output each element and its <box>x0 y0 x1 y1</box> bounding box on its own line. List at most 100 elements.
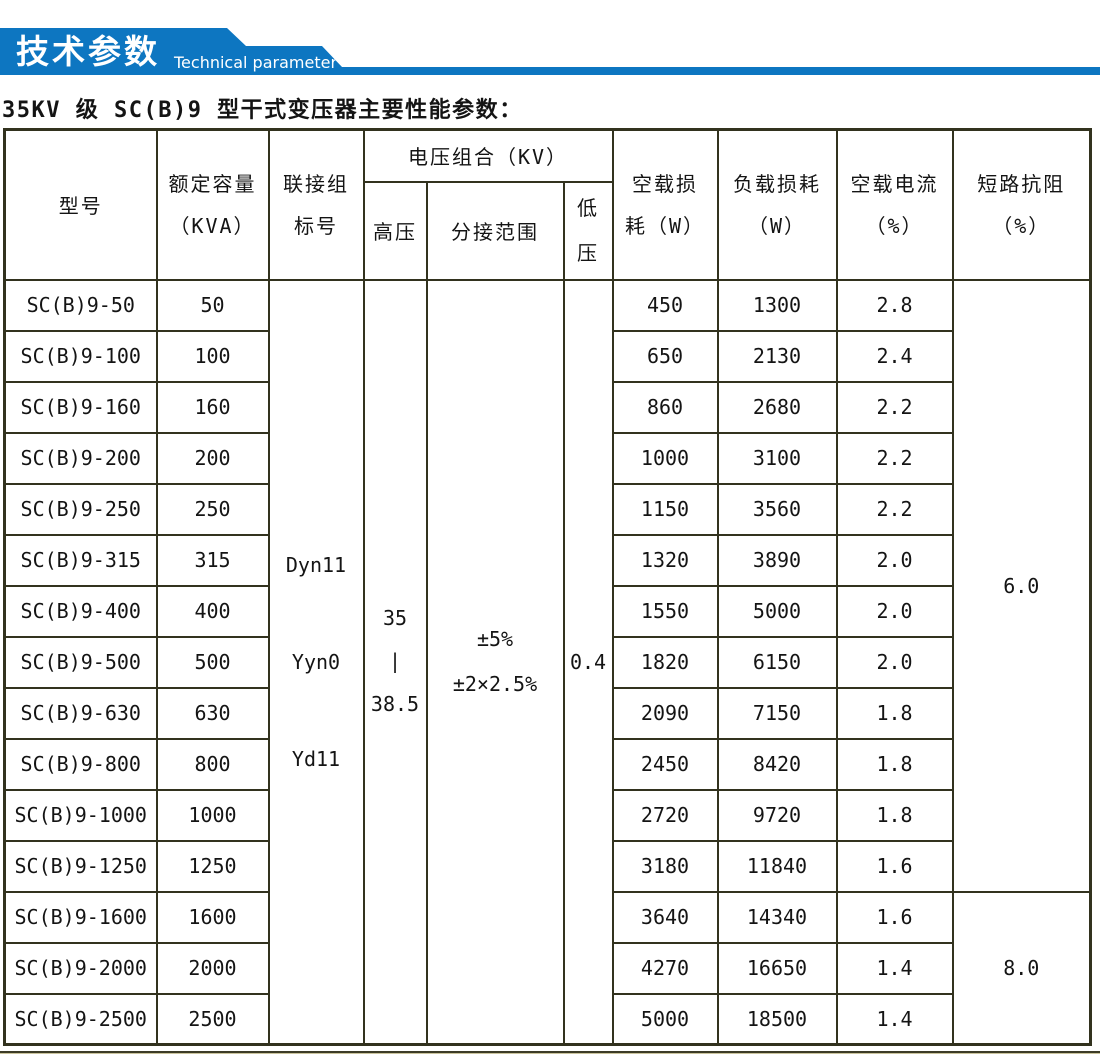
table-row: SC(B)9-500 500 1820 6150 2.0 <box>3 635 1091 689</box>
no-load-current-cell: 1.8 <box>835 686 954 740</box>
impedance-cell: 6.0 <box>951 278 1092 893</box>
section-title-en: Technical parameter <box>174 53 338 72</box>
load-loss-cell: 11840 <box>716 839 838 893</box>
load-loss-cell: 2130 <box>716 329 838 383</box>
capacity-cell: 1250 <box>155 839 270 893</box>
load-loss-cell: 3100 <box>716 431 838 485</box>
no-load-current-cell: 1.4 <box>835 992 954 1046</box>
capacity-cell: 200 <box>155 431 270 485</box>
bottom-divider <box>0 1051 1100 1054</box>
model-cell: SC(B)9-1000 <box>3 788 158 842</box>
header-line: （KVA） <box>169 213 256 238</box>
capacity-cell: 500 <box>155 635 270 689</box>
no-load-loss-cell: 860 <box>611 380 719 434</box>
capacity-cell: 2000 <box>155 941 270 995</box>
section-title-zh: 技术参数 <box>16 32 160 71</box>
load-loss-cell: 16650 <box>716 941 838 995</box>
no-load-loss-cell: 650 <box>611 329 719 383</box>
no-load-current-cell: 2.2 <box>835 380 954 434</box>
load-loss-cell: 6150 <box>716 635 838 689</box>
table-row: SC(B)9-250 250 1150 3560 2.2 <box>3 482 1091 536</box>
table-body: 型号 额定容量 （KVA） 联接组 标号 电压组合（KV） 空载损 耗（W） 负… <box>3 128 1092 1046</box>
no-load-current-cell: 2.0 <box>835 533 954 587</box>
no-load-loss-cell: 1320 <box>611 533 719 587</box>
no-load-current-cell: 2.0 <box>835 635 954 689</box>
model-cell: SC(B)9-315 <box>3 533 158 587</box>
load-loss-cell: 9720 <box>716 788 838 842</box>
header-line: 耗（W） <box>624 213 706 238</box>
merged-line: 35 <box>382 606 408 631</box>
model-cell: SC(B)9-50 <box>3 278 158 332</box>
table-row: SC(B)9-1250 1250 3180 11840 1.6 <box>3 839 1091 893</box>
header-line: （W） <box>747 213 807 238</box>
no-load-loss-cell: 5000 <box>611 992 719 1046</box>
header-line: 标号 <box>294 213 338 238</box>
model-cell: SC(B)9-100 <box>3 329 158 383</box>
merged-line: ±5% <box>476 626 514 651</box>
no-load-current-cell: 1.8 <box>835 788 954 842</box>
connection-group-cell: Dyn11 Yyn0 Yd11 <box>267 278 365 1046</box>
header-line: 短路抗阻 <box>977 171 1066 196</box>
header-line: 额定容量 <box>168 171 257 196</box>
section-banner: 技术参数 Technical parameter <box>0 28 1100 75</box>
merged-line: 38.5 <box>370 692 420 717</box>
no-load-current-cell: 1.8 <box>835 737 954 791</box>
low-voltage-cell: 0.4 <box>562 278 614 1046</box>
header-row-1: 型号 额定容量 （KVA） 联接组 标号 电压组合（KV） 空载损 耗（W） 负… <box>3 128 1092 281</box>
load-loss-cell: 1300 <box>716 278 838 332</box>
load-loss-cell: 3890 <box>716 533 838 587</box>
table-row: SC(B)9-800 800 2450 8420 1.8 <box>3 737 1091 791</box>
header-line: 负载损耗 <box>733 171 821 196</box>
col-header-tap-range: 分接范围 <box>425 180 565 281</box>
capacity-cell: 1600 <box>155 890 270 944</box>
no-load-loss-cell: 1550 <box>611 584 719 638</box>
load-loss-cell: 14340 <box>716 890 838 944</box>
table-caption: 35KV 级 SC(B)9 型干式变压器主要性能参数： <box>2 98 523 123</box>
col-header-connection-group: 联接组 标号 <box>267 128 365 281</box>
col-header-voltage-combo: 电压组合（KV） <box>362 128 614 183</box>
col-header-no-load-loss: 空载损 耗（W） <box>611 128 719 281</box>
no-load-loss-cell: 1820 <box>611 635 719 689</box>
header-line: 联接组 <box>283 171 349 196</box>
table-row: SC(B)9-50 50 Dyn11 Yyn0 Yd11 35 | 38.5 ±5% ±2×2.5… <box>3 278 1092 1046</box>
no-load-loss-cell: 3180 <box>611 839 719 893</box>
model-cell: SC(B)9-1250 <box>3 839 158 893</box>
table-row: SC(B)9-160 160 860 2680 2.2 <box>3 380 1091 434</box>
no-load-current-cell: 2.4 <box>835 329 954 383</box>
header-line: （%） <box>865 213 924 238</box>
merged-line: Dyn11 <box>285 552 347 577</box>
no-load-loss-cell: 2720 <box>611 788 719 842</box>
capacity-cell: 250 <box>155 482 270 536</box>
no-load-loss-cell: 4270 <box>611 941 719 995</box>
model-cell: SC(B)9-1600 <box>3 890 158 944</box>
capacity-cell: 1000 <box>155 788 270 842</box>
header-line: （%） <box>992 213 1051 238</box>
table-row: SC(B)9-1000 1000 2720 9720 1.8 <box>3 788 1091 842</box>
header-line: 低 <box>577 195 599 220</box>
header-line: 空载电流 <box>850 171 939 196</box>
load-loss-cell: 8420 <box>716 737 838 791</box>
table-row: SC(B)9-1600 1600 3640 14340 1.6 8.0 <box>3 890 1092 1046</box>
capacity-cell: 400 <box>155 584 270 638</box>
model-cell: SC(B)9-200 <box>3 431 158 485</box>
capacity-cell: 315 <box>155 533 270 587</box>
no-load-loss-cell: 1000 <box>611 431 719 485</box>
table-row: SC(B)9-315 315 1320 3890 2.0 <box>3 533 1091 587</box>
capacity-cell: 160 <box>155 380 270 434</box>
merged-line: Yyn0 <box>291 649 341 674</box>
model-cell: SC(B)9-400 <box>3 584 158 638</box>
capacity-cell: 630 <box>155 686 270 740</box>
load-loss-cell: 18500 <box>716 992 838 1046</box>
table-row: SC(B)9-100 100 650 2130 2.4 <box>3 329 1091 383</box>
model-cell: SC(B)9-630 <box>3 686 158 740</box>
no-load-current-cell: 1.6 <box>835 890 954 944</box>
no-load-loss-cell: 1150 <box>611 482 719 536</box>
header-row-2: 高压 分接范围 低 压 <box>5 180 1091 281</box>
model-cell: SC(B)9-2500 <box>3 992 158 1046</box>
model-cell: SC(B)9-800 <box>3 737 158 791</box>
table-row: SC(B)9-2000 2000 4270 16650 1.4 <box>3 941 1091 995</box>
load-loss-cell: 5000 <box>716 584 838 638</box>
model-cell: SC(B)9-500 <box>3 635 158 689</box>
parameters-table: 型号 额定容量 （KVA） 联接组 标号 电压组合（KV） 空载损 耗（W） 负… <box>3 128 1092 1046</box>
load-loss-cell: 3560 <box>716 482 838 536</box>
